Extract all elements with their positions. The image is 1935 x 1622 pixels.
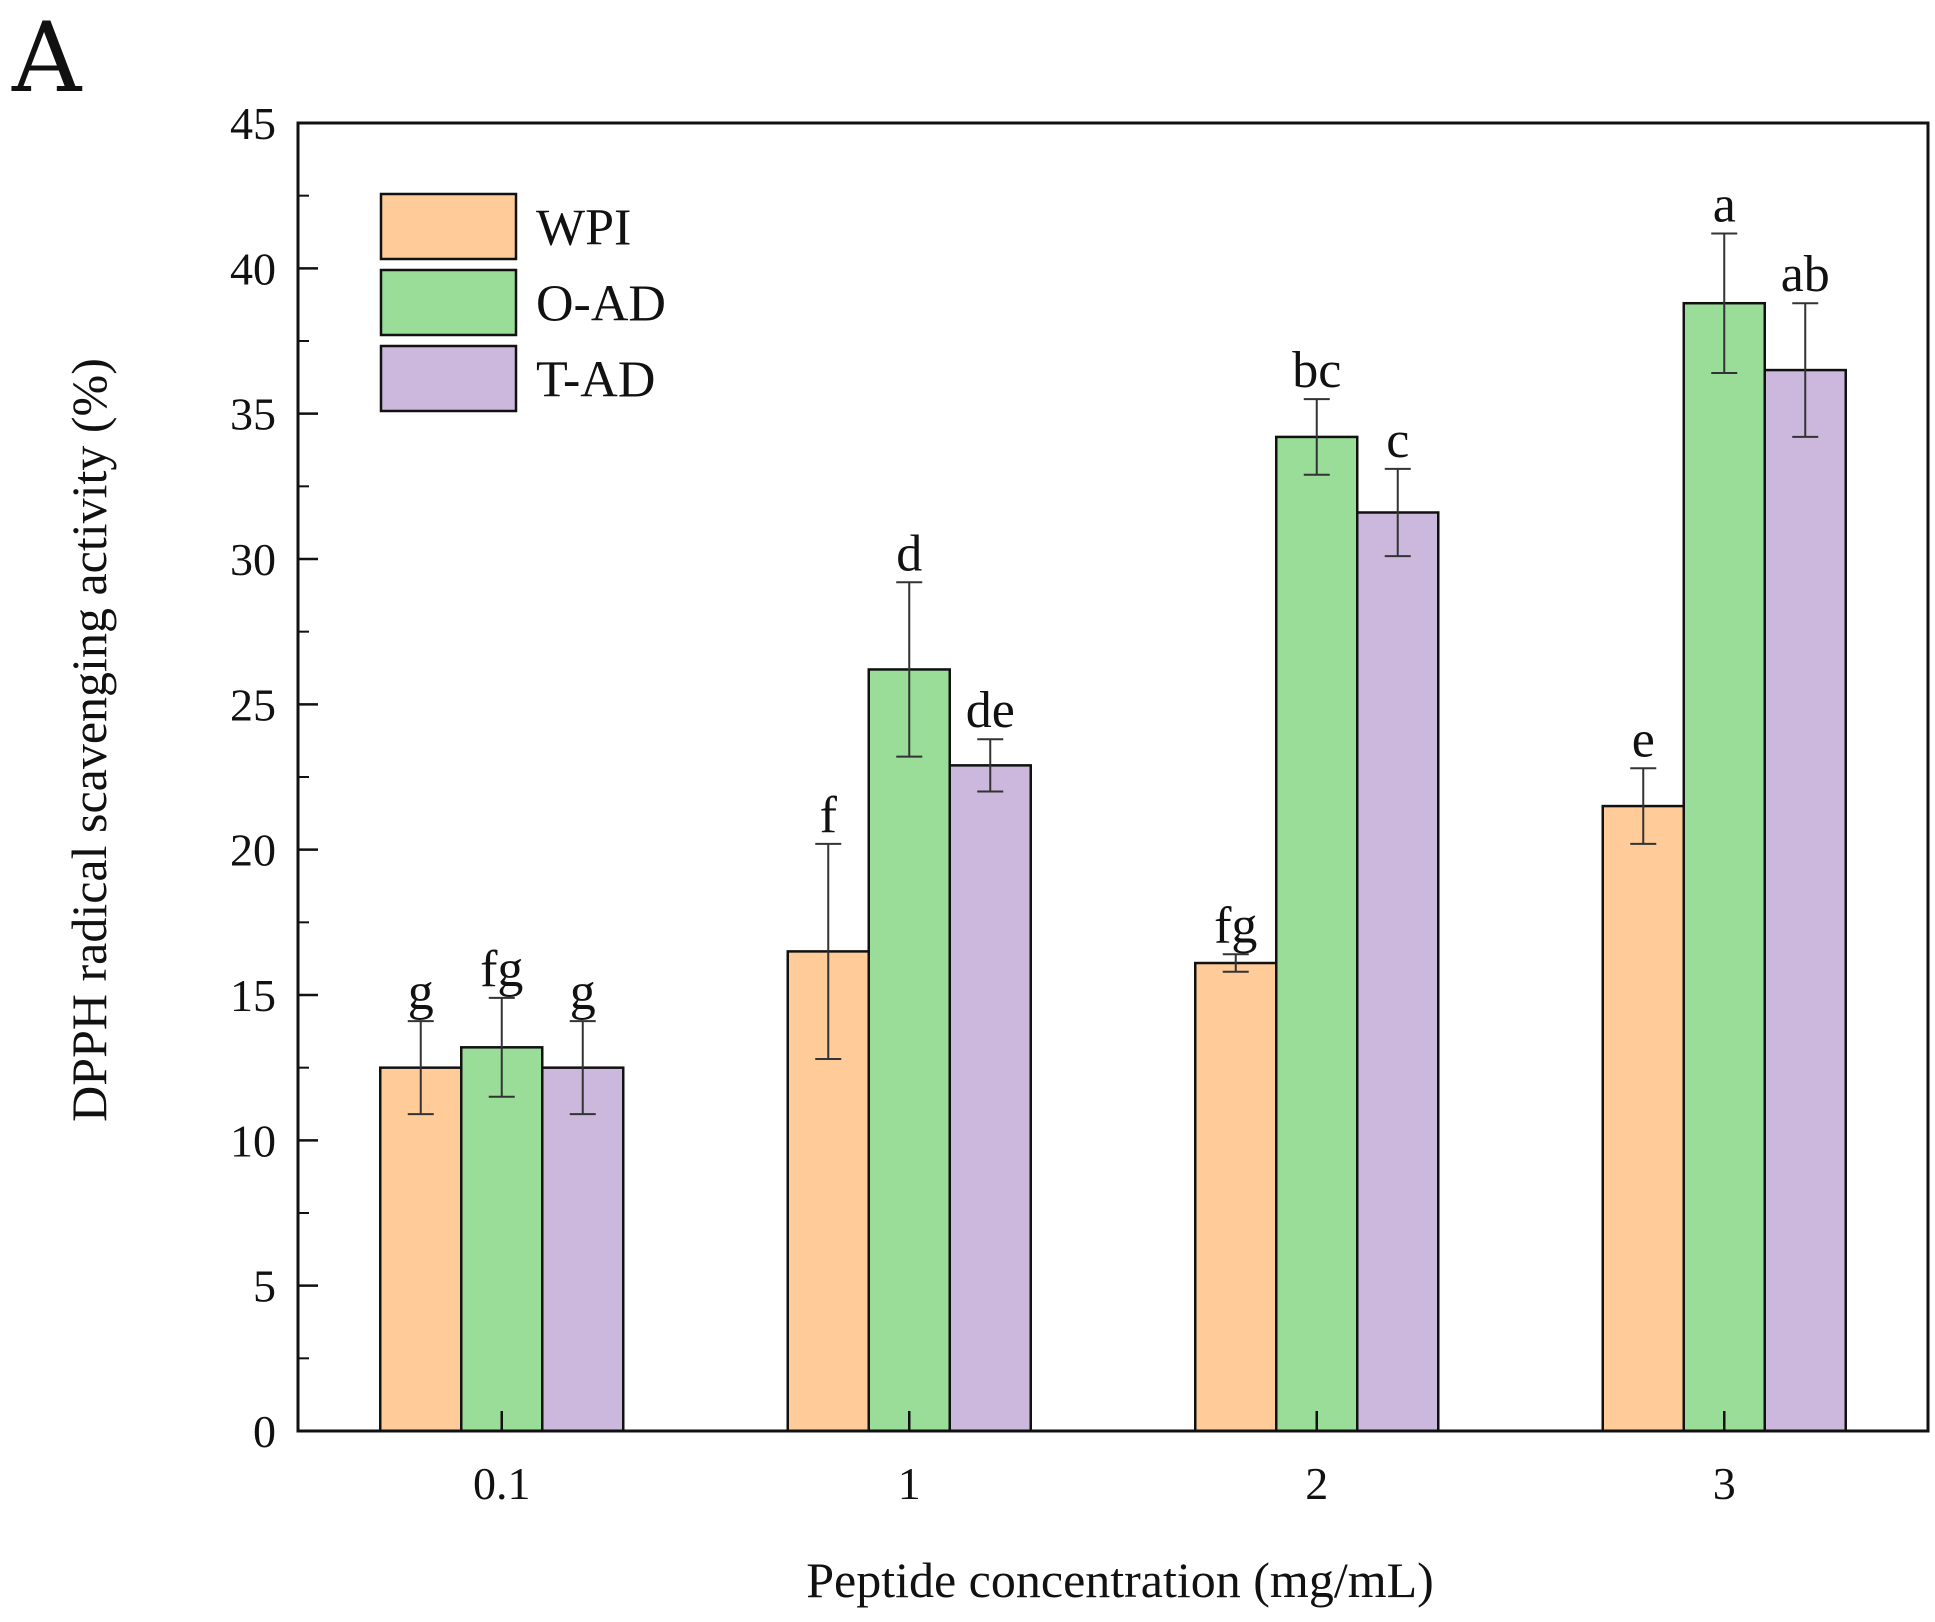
x-axis-label: Peptide concentration (mg/mL)	[806, 1552, 1434, 1608]
legend-swatch-wpi	[379, 192, 518, 261]
bar-wpi-0.1	[379, 1066, 463, 1433]
significance-label-t-ad-2: c	[1386, 412, 1409, 469]
bars-layer	[379, 301, 1847, 1433]
x-tick-label: 0.1	[473, 1458, 531, 1509]
y-tick-label: 20	[230, 825, 276, 876]
y-axis-label: DPPH radical scavenging activity (%)	[61, 358, 117, 1122]
significance-label-o-ad-0.1: fg	[480, 941, 523, 998]
legend-swatch-t-ad	[379, 344, 518, 413]
legend: WPI O-AD T-AD	[379, 192, 666, 413]
y-tick-label: 25	[230, 679, 276, 730]
significance-label-o-ad-2: bc	[1292, 342, 1341, 399]
plot-frame	[296, 121, 1930, 1433]
significance-label-wpi-1: f	[820, 787, 838, 844]
bar-t-ad-3	[1763, 368, 1847, 1433]
legend-label-t-ad: T-AD	[536, 352, 655, 409]
significance-label-t-ad-0.1: g	[570, 964, 596, 1021]
significance-label-wpi-3: e	[1632, 711, 1655, 768]
y-tick-label: 0	[253, 1406, 276, 1457]
bar-o-ad-3	[1682, 301, 1766, 1433]
panel-label: A	[12, 2, 82, 114]
y-tick-label: 30	[230, 534, 276, 585]
x-tick-label: 3	[1713, 1458, 1736, 1509]
y-tick-label: 40	[230, 243, 276, 294]
bar-t-ad-0.1	[541, 1066, 625, 1433]
x-tick-label: 2	[1305, 1458, 1328, 1509]
significance-label-o-ad-3: a	[1713, 176, 1736, 233]
y-tick-label: 5	[253, 1261, 276, 1312]
significance-label-o-ad-1: d	[896, 525, 922, 582]
x-tick-label: 1	[898, 1458, 921, 1509]
y-tick-label: 35	[230, 389, 276, 440]
legend-label-wpi: WPI	[536, 200, 631, 257]
bar-wpi-2	[1194, 961, 1278, 1433]
y-tick-label: 15	[230, 970, 276, 1021]
bar-t-ad-1	[948, 764, 1032, 1433]
bar-o-ad-0.1	[460, 1046, 544, 1433]
significance-label-wpi-0.1: g	[408, 964, 434, 1021]
significance-label-t-ad-1: de	[966, 682, 1015, 739]
bar-t-ad-2	[1356, 511, 1440, 1433]
bar-wpi-3	[1601, 804, 1685, 1433]
legend-label-o-ad: O-AD	[536, 276, 666, 333]
y-tick-label: 45	[230, 98, 276, 149]
bar-o-ad-1	[867, 668, 951, 1433]
legend-swatch-o-ad	[379, 268, 518, 337]
bar-o-ad-2	[1275, 435, 1359, 1433]
error-bars-layer	[407, 232, 1819, 1116]
y-tick-label: 10	[230, 1115, 276, 1166]
significance-label-t-ad-3: ab	[1781, 246, 1830, 303]
significance-label-wpi-2: fg	[1214, 897, 1257, 954]
